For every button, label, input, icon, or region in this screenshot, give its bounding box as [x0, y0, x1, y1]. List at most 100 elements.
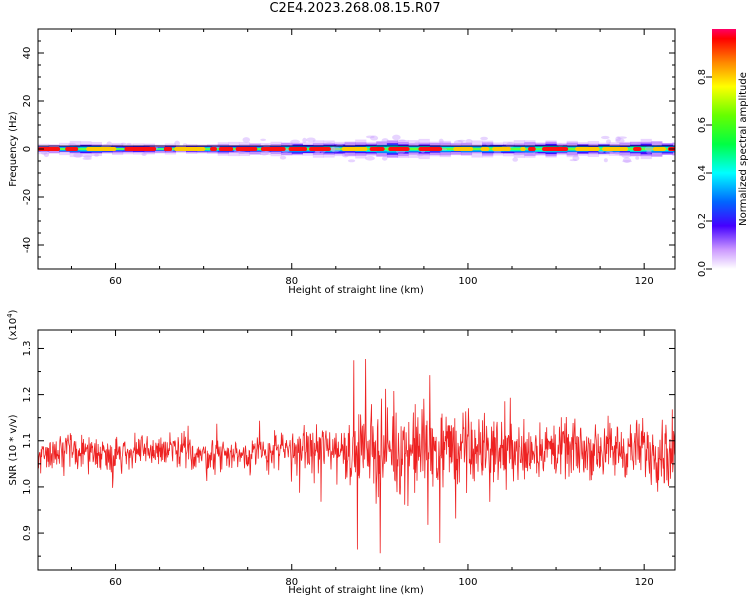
line-y-ticks: 0.9 1.0 1.1 1.2 1.3	[22, 341, 675, 557]
x-tick-label: 120	[635, 276, 654, 287]
heatmap-blob	[365, 135, 375, 139]
heatmap-blob	[398, 139, 406, 142]
heatmap-core	[288, 147, 308, 151]
heatmap-blob	[622, 159, 632, 163]
x-tick-label: 100	[458, 276, 477, 287]
heatmap-blob	[260, 138, 267, 141]
colorbar-tick-label: 0.0	[697, 261, 708, 277]
colorbar-tick-label: 0.8	[697, 69, 708, 85]
heatmap-blob	[83, 155, 92, 159]
heatmap-band	[38, 134, 675, 163]
x-tick-label: 80	[285, 577, 298, 588]
heatmap-blob	[289, 142, 294, 146]
heatmap-cell	[228, 148, 240, 150]
line-y-axis-label: SNR (10 * v/v)	[8, 414, 19, 485]
heatmap-blob	[264, 151, 269, 154]
chart-title: C2E4.2023.268.08.15.R07	[269, 1, 441, 16]
heatmap-core	[388, 147, 410, 151]
heatmap-core	[520, 147, 526, 151]
heatmap-blob	[330, 146, 341, 153]
heatmap-core	[492, 147, 511, 151]
colorbar-tick-label: 0.2	[697, 213, 708, 229]
heatmap-cell	[59, 148, 71, 150]
heatmap-blob	[414, 141, 421, 146]
heatmap-blob	[613, 152, 622, 155]
colorbar-tick-label: 0.6	[697, 117, 708, 133]
colorbar: 0.0 0.2 0.4 0.6 0.8 Normalized spectral ampl…	[697, 29, 749, 277]
heatmap-blob	[635, 156, 640, 160]
y-tick-label: 1.3	[22, 341, 33, 357]
heatmap-blob	[480, 136, 488, 141]
heatmap-core	[65, 147, 79, 151]
heatmap-blob	[621, 153, 631, 159]
heatmap-blob	[646, 150, 652, 155]
heatmap-blob	[569, 159, 578, 162]
heatmap-blob	[237, 151, 247, 155]
heatmap-blob	[631, 141, 638, 145]
y-tick-label: -20	[22, 189, 33, 205]
heatmap-blob	[314, 150, 320, 155]
heatmap-blob	[120, 142, 127, 145]
heatmap-blob	[513, 152, 523, 156]
heatmap-core	[124, 147, 157, 151]
heatmap-blob	[416, 154, 424, 157]
heatmap-core	[218, 147, 234, 151]
line-y-multiplier: (x104)	[6, 309, 19, 340]
heatmap-cell	[471, 147, 483, 151]
heatmap-blob	[325, 142, 333, 145]
heatmap-core	[418, 147, 443, 151]
heatmap-blob	[381, 138, 389, 144]
x-tick-label: 60	[109, 577, 122, 588]
y-tick-label: 0.9	[22, 525, 33, 541]
heatmap-blob	[392, 134, 401, 141]
heatmap-blob	[572, 155, 580, 161]
heatmap-core	[38, 147, 61, 151]
heatmap-blob	[347, 159, 356, 163]
x-tick-label: 60	[109, 276, 122, 287]
heatmap-blob	[598, 150, 604, 154]
heatmap-blob	[43, 152, 50, 158]
heatmap-blob	[126, 142, 132, 145]
line-panel: 60 80 100 120 0.9 1.0 1.1 1.2 1.3 Height of str…	[6, 309, 676, 596]
heatmap-blob	[106, 141, 113, 147]
y-tick-label: 20	[22, 95, 33, 108]
heatmap-blob	[617, 136, 627, 139]
heatmap-core	[652, 147, 666, 151]
x-tick-label: 100	[458, 577, 477, 588]
heatmap-core	[480, 147, 490, 151]
heatmap-cell	[408, 147, 420, 151]
heatmap-core	[341, 147, 368, 151]
heatmap-core	[309, 147, 331, 151]
heatmap-cell	[154, 148, 166, 150]
heatmap-blob	[302, 137, 307, 143]
heatmap-blob	[651, 141, 661, 146]
heatmap-core	[602, 147, 629, 151]
heatmap-core	[174, 147, 206, 151]
heatmap-y-ticks: -40 -20 0 20 40	[22, 28, 675, 270]
heatmap-blob	[182, 143, 188, 147]
heatmap-blob	[438, 138, 444, 144]
heatmap-core	[528, 147, 536, 151]
heatmap-core	[633, 147, 642, 151]
heatmap-blob	[330, 146, 336, 152]
colorbar-ticks: 0.0 0.2 0.4 0.6 0.8	[697, 69, 712, 277]
x-tick-label: 80	[285, 276, 298, 287]
heatmap-cell	[334, 147, 346, 151]
heatmap-blob	[512, 157, 519, 162]
heatmap-blob	[73, 152, 83, 158]
heatmap-core	[575, 147, 600, 151]
heatmap-blob	[600, 135, 610, 140]
line-x-ticks: 60 80 100 120	[70, 330, 654, 588]
heatmap-blob	[465, 139, 473, 144]
heatmap-cell	[302, 147, 314, 151]
heatmap-blob	[365, 156, 375, 161]
heatmap-blob	[306, 137, 316, 143]
heatmap-blob	[141, 152, 147, 156]
heatmap-core	[235, 147, 258, 151]
heatmap-blob	[519, 152, 528, 155]
heatmap-x-ticks: 60 80 100 120	[70, 29, 654, 287]
heatmap-blob	[174, 140, 180, 147]
heatmap-blob	[341, 152, 349, 158]
heatmap-blob	[381, 156, 388, 161]
